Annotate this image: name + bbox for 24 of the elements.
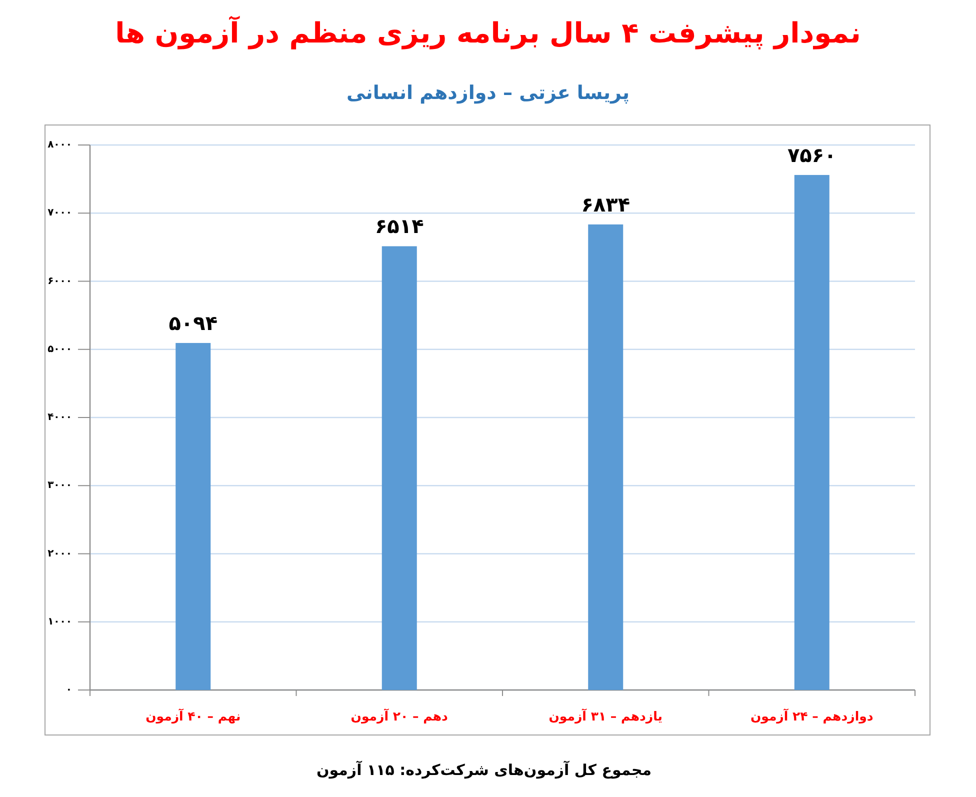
bar	[382, 246, 417, 690]
y-tick-label: ۲۰۰۰	[48, 548, 72, 560]
x-tick-label: دهم – ۲۰ آزمون	[350, 708, 448, 724]
data-label: ۶۸۳۴	[581, 192, 630, 216]
data-label: ۵۰۹۴	[168, 310, 218, 335]
chart-title: نمودار پیشرفت ۴ سال برنامه ریزی منظم در آزمون ها	[115, 16, 861, 50]
data-label: ۷۵۶۰	[787, 142, 836, 167]
data-label: ۶۵۱۴	[374, 214, 424, 238]
chart-subtitle: پریسا عزتی – دوازدهم انسانی	[346, 82, 630, 104]
x-tick-label: دوازدهم – ۲۴ آزمون	[750, 708, 874, 724]
bar	[794, 174, 830, 690]
y-tick-label: ۵۰۰۰	[48, 344, 72, 355]
y-tick-label: ۳۰۰۰	[48, 480, 72, 492]
x-tick-label: نهم – ۴۰ آزمون	[146, 708, 241, 724]
y-tick-label: ۶۰۰۰	[48, 276, 72, 287]
bar	[588, 224, 624, 690]
y-tick-label: ۰	[66, 684, 72, 696]
text: مجموع کل آزمون‌های شرکت‌کرده: ۱۱۵ آزمون	[316, 760, 652, 779]
y-tick-label: ۷۰۰۰	[48, 208, 72, 219]
y-tick-label: ۸۰۰۰	[48, 140, 72, 150]
y-tick-label: ۴۰۰۰	[48, 412, 72, 423]
bar	[176, 342, 211, 690]
x-tick-label: یازدهم – ۳۱ آزمون	[548, 708, 663, 724]
y-tick-label: ۱۰۰۰	[48, 616, 72, 628]
